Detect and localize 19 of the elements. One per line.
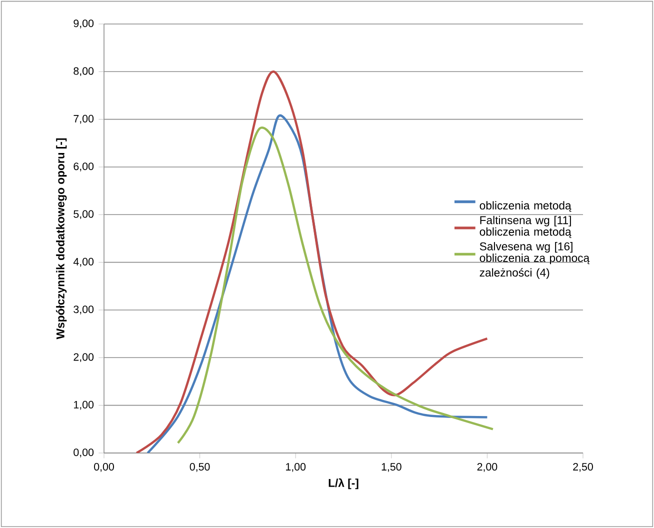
y-tick-label: 7,00 xyxy=(74,114,94,124)
y-tick-label: 1,00 xyxy=(74,400,94,410)
y-tick-label: 8,00 xyxy=(74,67,94,76)
y-tick-label: 5,00 xyxy=(74,210,94,220)
y-tick-label: 2,00 xyxy=(74,353,94,362)
x-tick-label: 1,50 xyxy=(382,463,402,472)
x-tick-label: 2,50 xyxy=(573,463,593,472)
x-axis-title: L/λ [-] xyxy=(328,478,358,490)
x-tick-label: 2,00 xyxy=(477,463,498,472)
x-tick-label: 0,00 xyxy=(94,463,114,472)
y-tick-label: 3,00 xyxy=(74,306,94,314)
legend-label: obliczenia za pomocą zależności (4) xyxy=(480,254,590,279)
y-tick-label: 4,00 xyxy=(73,258,94,267)
y-tick-label: 0,00 xyxy=(74,448,94,458)
y-tick-label: 6,00 xyxy=(74,162,94,172)
x-tick-label: 1,00 xyxy=(286,463,306,472)
x-tick-label: 0,50 xyxy=(190,463,210,472)
y-axis-title: Współczynnik dodatkowego oporu [-] xyxy=(56,138,67,340)
y-tick-label: 9,00 xyxy=(74,20,94,28)
